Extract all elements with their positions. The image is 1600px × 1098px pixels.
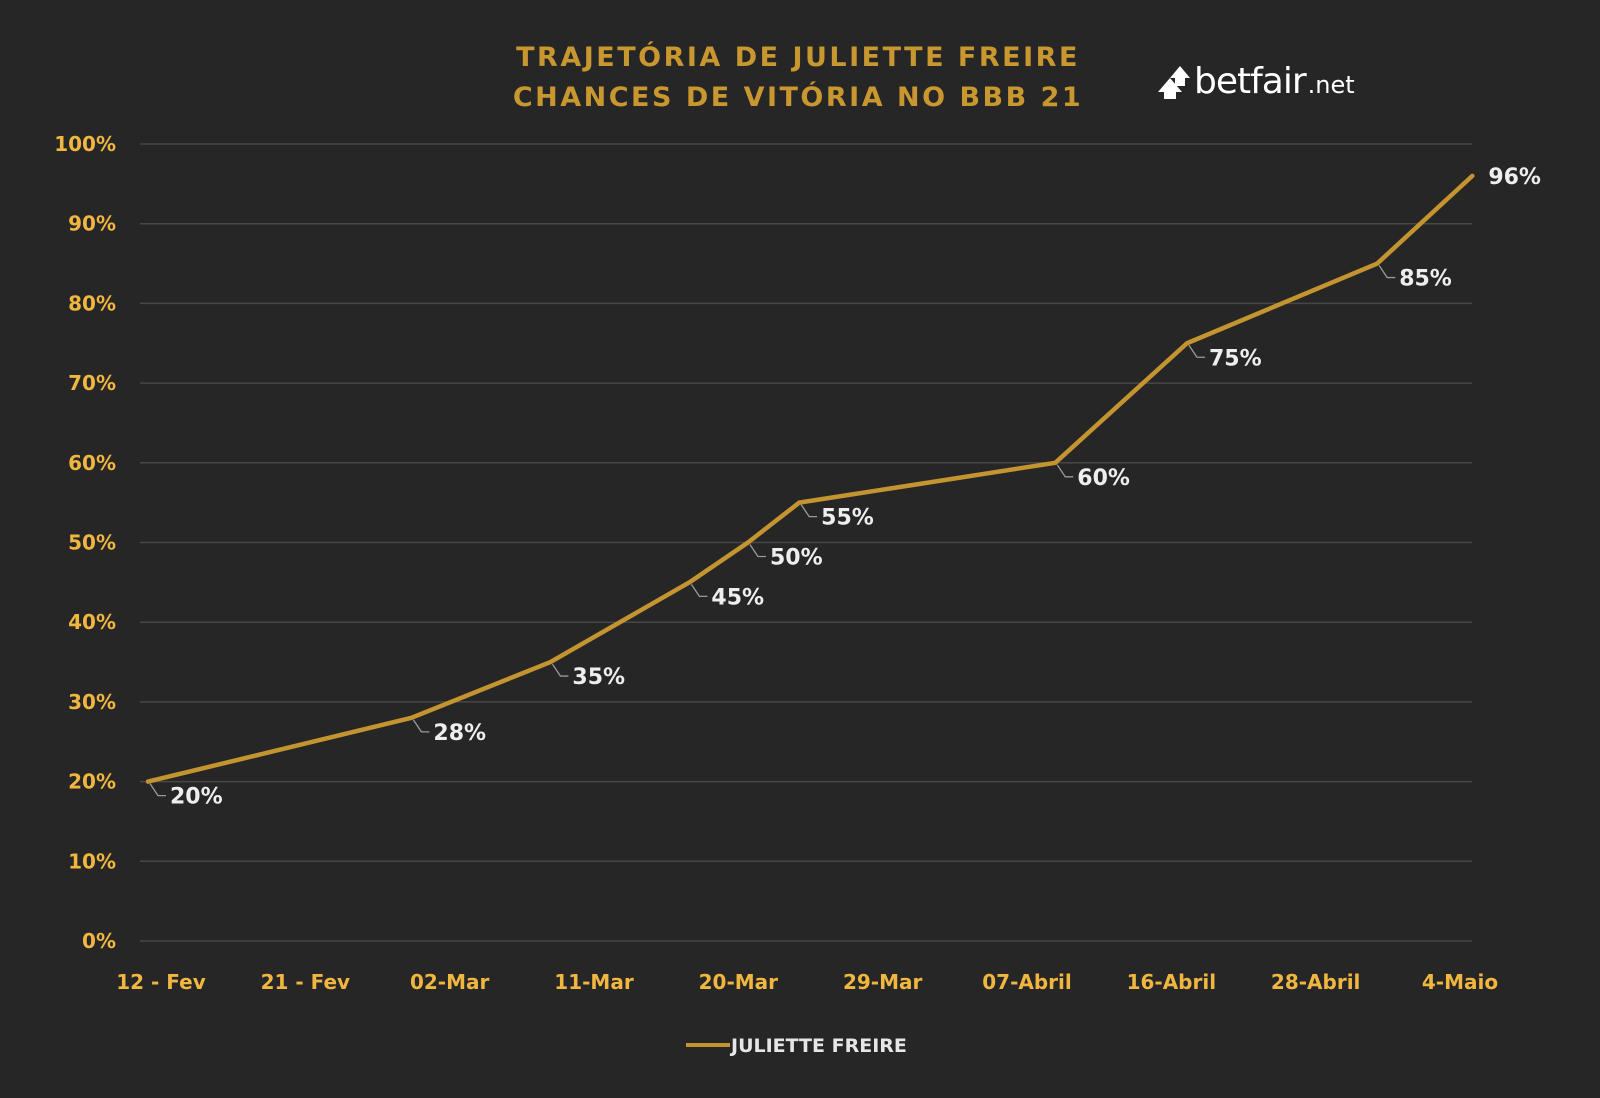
legend: JULIETTE FREIRE [686, 1035, 907, 1057]
leader-line [551, 663, 569, 677]
grid [140, 143, 1472, 942]
leader-line [800, 504, 818, 518]
leader-line [1056, 464, 1074, 478]
leader-line [1378, 265, 1396, 279]
y-tick-label: 40% [68, 610, 116, 634]
series-juliette-freire [145, 173, 1475, 784]
data-labels: 20% 28% 35% 45%50% 55% 60% 75% 85% 96% [149, 165, 1541, 810]
x-tick-label: 29-Mar [843, 970, 923, 994]
y-tick-label: 20% [68, 770, 116, 794]
data-label: 85% [1399, 267, 1452, 292]
betfair-arrows-icon [1158, 66, 1190, 99]
data-label: 20% [170, 785, 223, 810]
data-label: 75% [1209, 346, 1262, 371]
x-tick-label: 11-Mar [554, 970, 634, 994]
data-label: 50% [770, 546, 823, 571]
data-label: 28% [433, 721, 486, 746]
data-point [548, 660, 553, 665]
leader-line [1188, 344, 1205, 358]
brand-name: betfair [1194, 61, 1307, 102]
data-label: 45% [711, 585, 764, 610]
y-tick-label: 0% [82, 929, 116, 953]
data-point [797, 500, 802, 505]
y-tick-label: 100% [54, 132, 116, 156]
data-point [409, 715, 414, 720]
x-tick-label: 21 - Fev [261, 970, 351, 994]
chart-title: TRAJETÓRIA DE JULIETTE FREIRE CHANCES DE… [513, 41, 1083, 113]
leader-line [690, 583, 708, 597]
data-label: 96% [1488, 165, 1541, 190]
y-tick-label: 50% [68, 531, 116, 555]
data-label: 35% [572, 665, 625, 690]
leader-line [412, 719, 430, 733]
data-label: 60% [1077, 466, 1130, 491]
svg-text:betfair.net: betfair.net [1194, 61, 1355, 102]
x-tick-label: 20-Mar [699, 970, 779, 994]
leader-line [149, 783, 166, 797]
data-point [1375, 261, 1380, 266]
leader-line [749, 544, 766, 558]
y-tick-label: 10% [68, 849, 116, 873]
y-tick-label: 30% [68, 690, 116, 714]
series-line [145, 173, 1475, 784]
data-point [1470, 173, 1475, 178]
x-tick-label: 16-Abril [1127, 970, 1217, 994]
betfair-logo: betfair.net [1158, 61, 1355, 102]
x-tick-label: 28-Abril [1271, 970, 1361, 994]
data-point [1053, 460, 1058, 465]
x-tick-label: 07-Abril [982, 970, 1072, 994]
data-point [146, 779, 150, 784]
chart-title-line-1: TRAJETÓRIA DE JULIETTE FREIRE [516, 41, 1080, 73]
y-tick-label: 60% [68, 451, 116, 475]
data-point [745, 540, 750, 545]
brand-suffix: .net [1308, 71, 1355, 99]
y-axis-ticks: 0% 10% 20% 30% 40% 50% 60% 70% 80% 90% 100% [54, 132, 116, 953]
data-point [687, 580, 692, 585]
data-point [1184, 341, 1189, 346]
x-tick-label: 4-Maio [1422, 970, 1498, 994]
x-tick-label: 02-Mar [410, 970, 490, 994]
x-tick-label: 12 - Fev [116, 970, 206, 994]
y-tick-label: 80% [68, 291, 116, 315]
data-label: 55% [821, 506, 874, 531]
legend-label: JULIETTE FREIRE [729, 1035, 907, 1057]
y-tick-label: 90% [68, 212, 116, 236]
chart-title-line-2: CHANCES DE VITÓRIA NO BBB 21 [513, 81, 1083, 113]
y-tick-label: 70% [68, 371, 116, 395]
x-axis-ticks: 12 - Fev 21 - Fev 02-Mar 11-Mar 20-Mar 29-Mar… [116, 970, 1498, 994]
